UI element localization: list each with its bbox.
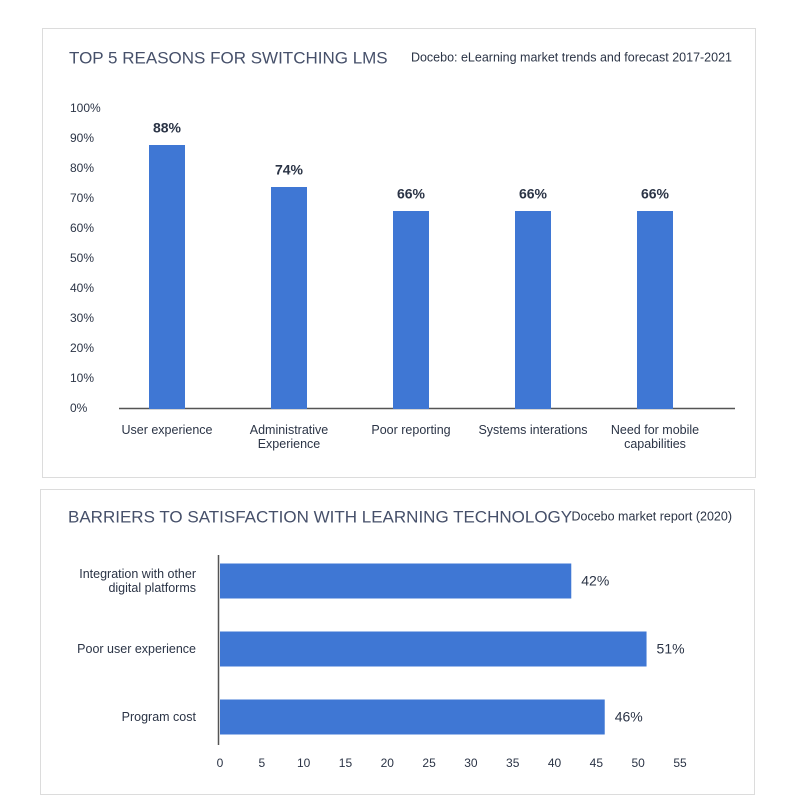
value-label: 46% bbox=[615, 709, 643, 725]
chart-title: TOP 5 REASONS FOR SWITCHING LMS bbox=[69, 48, 388, 67]
y-tick-label: 70% bbox=[70, 191, 94, 205]
value-label: 51% bbox=[657, 641, 685, 657]
x-tick-label: 0 bbox=[217, 756, 224, 770]
y-tick-label: 100% bbox=[70, 101, 101, 115]
y-tick-label: 40% bbox=[70, 281, 94, 295]
x-tick-label: 15 bbox=[339, 756, 353, 770]
chart-subtitle: Docebo market report (2020) bbox=[572, 509, 733, 523]
value-label: 42% bbox=[581, 573, 609, 589]
x-tick-label: 45 bbox=[590, 756, 604, 770]
y-tick-label: 10% bbox=[70, 371, 94, 385]
x-tick-label: 20 bbox=[381, 756, 395, 770]
x-tick-label: 10 bbox=[297, 756, 311, 770]
x-tick-label: 30 bbox=[464, 756, 478, 770]
y-tick-label: 30% bbox=[70, 311, 94, 325]
x-tick-label: 25 bbox=[422, 756, 436, 770]
bar bbox=[515, 211, 551, 409]
x-tick-label: User experience bbox=[121, 423, 213, 437]
x-tick-label: 5 bbox=[258, 756, 265, 770]
y-tick-label: 60% bbox=[70, 221, 94, 235]
value-label: 66% bbox=[519, 186, 548, 202]
x-tick-label: 50 bbox=[632, 756, 646, 770]
value-label: 66% bbox=[641, 186, 670, 202]
x-tick-label: Need for mobile capabilities bbox=[610, 423, 700, 451]
chart-subtitle: Docebo: eLearning market trends and fore… bbox=[411, 50, 732, 64]
x-tick-label: 55 bbox=[673, 756, 687, 770]
y-tick-label: Program cost bbox=[121, 710, 196, 724]
x-tick-label: Poor reporting bbox=[371, 423, 451, 437]
y-tick-label: 0% bbox=[70, 401, 88, 415]
x-tick-label: 35 bbox=[506, 756, 520, 770]
y-tick-label: 80% bbox=[70, 161, 94, 175]
value-label: 88% bbox=[153, 120, 182, 136]
y-tick-label: Poor user experience bbox=[77, 642, 196, 656]
bar bbox=[149, 145, 185, 409]
bar bbox=[637, 211, 673, 409]
chart-title: BARRIERS TO SATISFACTION WITH LEARNING T… bbox=[68, 507, 572, 526]
x-tick-label: Systems interations bbox=[478, 423, 588, 437]
x-tick-label: Administrative Experience bbox=[249, 423, 329, 451]
value-label: 74% bbox=[275, 162, 304, 178]
bar bbox=[271, 187, 307, 409]
x-tick-label: 40 bbox=[548, 756, 562, 770]
bar bbox=[220, 631, 647, 667]
bar bbox=[220, 699, 605, 735]
y-tick-label: 50% bbox=[70, 251, 94, 265]
y-tick-label: 20% bbox=[70, 341, 94, 355]
value-label: 66% bbox=[397, 186, 426, 202]
bar bbox=[393, 211, 429, 409]
bar bbox=[220, 563, 572, 599]
y-tick-label: 90% bbox=[70, 131, 94, 145]
y-tick-label: Integration with other digital platforms bbox=[79, 567, 196, 595]
